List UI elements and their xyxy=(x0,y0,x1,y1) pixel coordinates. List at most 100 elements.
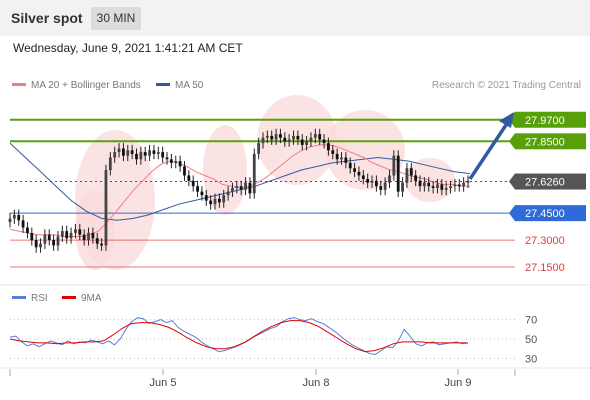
candle xyxy=(257,143,261,154)
candle xyxy=(453,184,457,187)
candle xyxy=(217,198,221,203)
candle xyxy=(388,175,391,183)
ma20-label: MA 20 + Bollinger Bands xyxy=(31,80,141,91)
rsi-swatch xyxy=(12,295,26,299)
level-label: 27.3000 xyxy=(525,235,565,247)
ma9-swatch xyxy=(62,295,76,299)
candle xyxy=(187,175,191,181)
candle xyxy=(122,148,125,156)
candle xyxy=(270,135,274,140)
candle xyxy=(65,231,69,239)
candle xyxy=(348,162,352,169)
candle xyxy=(235,186,239,189)
instrument-title: Silver spot xyxy=(11,10,83,26)
timeframe-badge[interactable]: 30 MIN xyxy=(91,7,141,30)
candle xyxy=(331,150,335,154)
candle xyxy=(366,179,370,183)
candle xyxy=(322,139,326,144)
candle xyxy=(34,240,38,248)
candle xyxy=(418,180,422,187)
level-tag xyxy=(515,205,586,222)
candle xyxy=(78,229,82,235)
ma9-rsi-line xyxy=(9,320,468,353)
legend-ma20: MA 20 + Bollinger Bands xyxy=(12,80,141,91)
candle xyxy=(178,161,182,167)
candle xyxy=(82,234,86,241)
candle xyxy=(60,231,64,237)
candle xyxy=(30,232,34,241)
level-label: 27.4500 xyxy=(525,208,565,220)
candle xyxy=(313,134,317,138)
candle xyxy=(108,157,112,171)
candle xyxy=(392,155,396,176)
candle xyxy=(296,135,300,140)
candle xyxy=(209,200,213,205)
datetime-label: Wednesday, June 9, 2021 1:41:21 AM CET xyxy=(13,41,243,55)
legend-ma50: MA 50 xyxy=(156,80,203,91)
candle xyxy=(174,161,178,163)
level-tag-pointer xyxy=(509,133,515,150)
candle xyxy=(26,227,29,233)
candle xyxy=(204,195,208,201)
candle xyxy=(100,243,103,246)
candle xyxy=(414,175,418,181)
candle xyxy=(344,157,348,163)
candle xyxy=(248,182,252,194)
candle xyxy=(8,218,12,223)
rsi-line xyxy=(9,317,469,356)
level-tag xyxy=(515,173,586,190)
candle xyxy=(117,148,121,153)
candle xyxy=(427,182,431,187)
candle xyxy=(113,152,117,158)
candle xyxy=(409,168,413,176)
rsi-tick-label: 70 xyxy=(525,315,537,327)
rsi-tick-label: 30 xyxy=(525,353,537,365)
candle xyxy=(361,175,365,180)
candle xyxy=(213,198,217,205)
candle xyxy=(300,139,304,145)
rsi-label: RSI xyxy=(31,293,48,304)
candle xyxy=(74,229,77,233)
candle xyxy=(279,134,282,138)
candle xyxy=(126,150,130,156)
candle xyxy=(357,171,361,176)
candle xyxy=(39,243,42,248)
candle xyxy=(401,182,404,192)
candle xyxy=(191,180,195,187)
candle xyxy=(91,232,95,239)
candle xyxy=(466,180,470,183)
x-axis-label: Jun 8 xyxy=(303,377,330,389)
credit-text: Research © 2021 Trading Central xyxy=(431,80,581,91)
level-tag-pointer xyxy=(509,205,515,222)
candle xyxy=(143,152,147,156)
level-label: 27.1500 xyxy=(525,262,565,274)
candle xyxy=(340,157,343,160)
level-label: 27.9700 xyxy=(525,115,565,127)
level-label: 27.6260 xyxy=(525,177,565,189)
legend-rsi: RSI xyxy=(12,293,48,304)
ma50-label: MA 50 xyxy=(175,80,204,91)
rsi-tick-label: 50 xyxy=(525,334,537,346)
candle xyxy=(252,153,256,194)
candle xyxy=(457,184,461,187)
candle xyxy=(87,232,90,241)
candle xyxy=(231,188,234,192)
candle xyxy=(239,186,243,190)
candle xyxy=(183,166,186,176)
forecast-arrow-head xyxy=(499,112,514,128)
candle xyxy=(283,137,287,142)
candle xyxy=(309,137,313,142)
candle xyxy=(148,150,151,156)
ma9-label: 9MA xyxy=(81,293,102,304)
candle xyxy=(165,157,169,160)
forecast-arrow xyxy=(468,121,510,180)
candle xyxy=(135,153,138,160)
candle xyxy=(156,152,160,154)
candle xyxy=(431,186,435,189)
candle xyxy=(69,232,73,239)
candle xyxy=(462,182,466,187)
candle xyxy=(327,143,330,151)
candle xyxy=(169,159,173,163)
bollinger-band-area xyxy=(325,110,405,190)
